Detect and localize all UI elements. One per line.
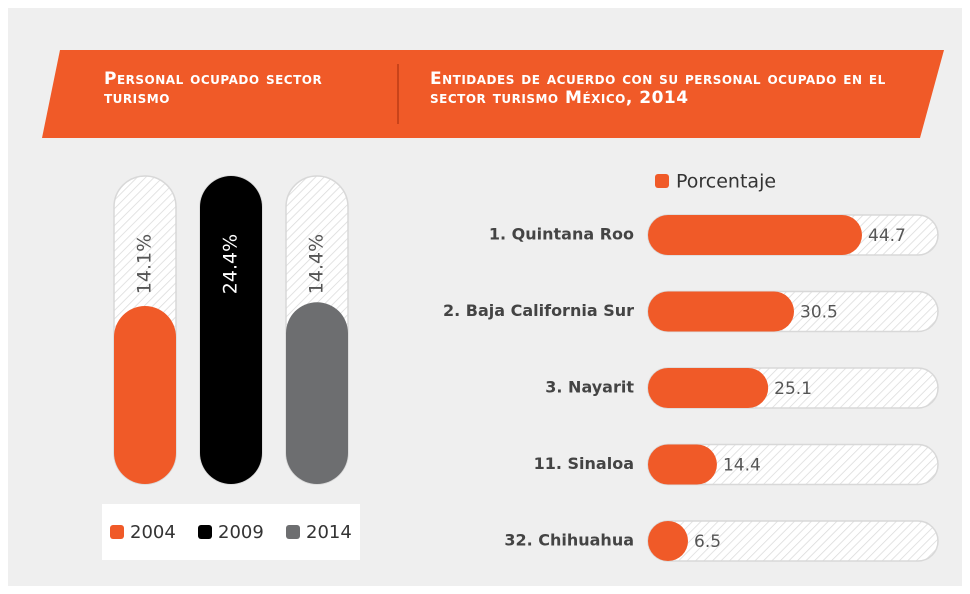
bar	[200, 176, 262, 484]
legend-label: 2004	[130, 522, 176, 543]
legend-swatch	[655, 174, 669, 188]
header-band	[42, 50, 944, 138]
value-label: 6.5	[694, 532, 721, 552]
legend-box	[102, 504, 360, 560]
bar	[648, 444, 717, 485]
bar	[648, 291, 795, 332]
category-label: 3. Nayarit	[545, 378, 634, 397]
legend-label: Porcentaje	[676, 171, 776, 193]
value-label: 25.1	[774, 379, 812, 399]
bar-track	[647, 520, 939, 562]
left-title: Personal ocupado sector turismo	[104, 69, 323, 108]
category-label: 1. Quintana Roo	[489, 225, 634, 244]
bar	[286, 302, 348, 484]
legend-label: 2014	[306, 522, 352, 543]
value-label: 30.5	[800, 303, 838, 323]
legend-swatch	[110, 525, 124, 539]
bar	[648, 215, 862, 255]
category-label: 11. Sinaloa	[534, 454, 634, 473]
right-title: Entidades de acuerdo con su personal ocu…	[430, 69, 886, 108]
value-label: 14.4%	[306, 234, 328, 294]
category-label: 32. Chihuahua	[504, 531, 634, 550]
bar	[114, 306, 176, 484]
bar	[648, 368, 769, 408]
bar	[648, 521, 688, 561]
value-label: 14.4	[723, 456, 761, 476]
value-label: 14.1%	[134, 234, 156, 294]
legend-swatch	[286, 525, 300, 539]
value-label: 24.4%	[220, 234, 242, 294]
category-label: 2. Baja California Sur	[443, 301, 634, 320]
value-label: 44.7	[868, 226, 906, 246]
legend-swatch	[198, 525, 212, 539]
legend-label: 2009	[218, 522, 264, 543]
